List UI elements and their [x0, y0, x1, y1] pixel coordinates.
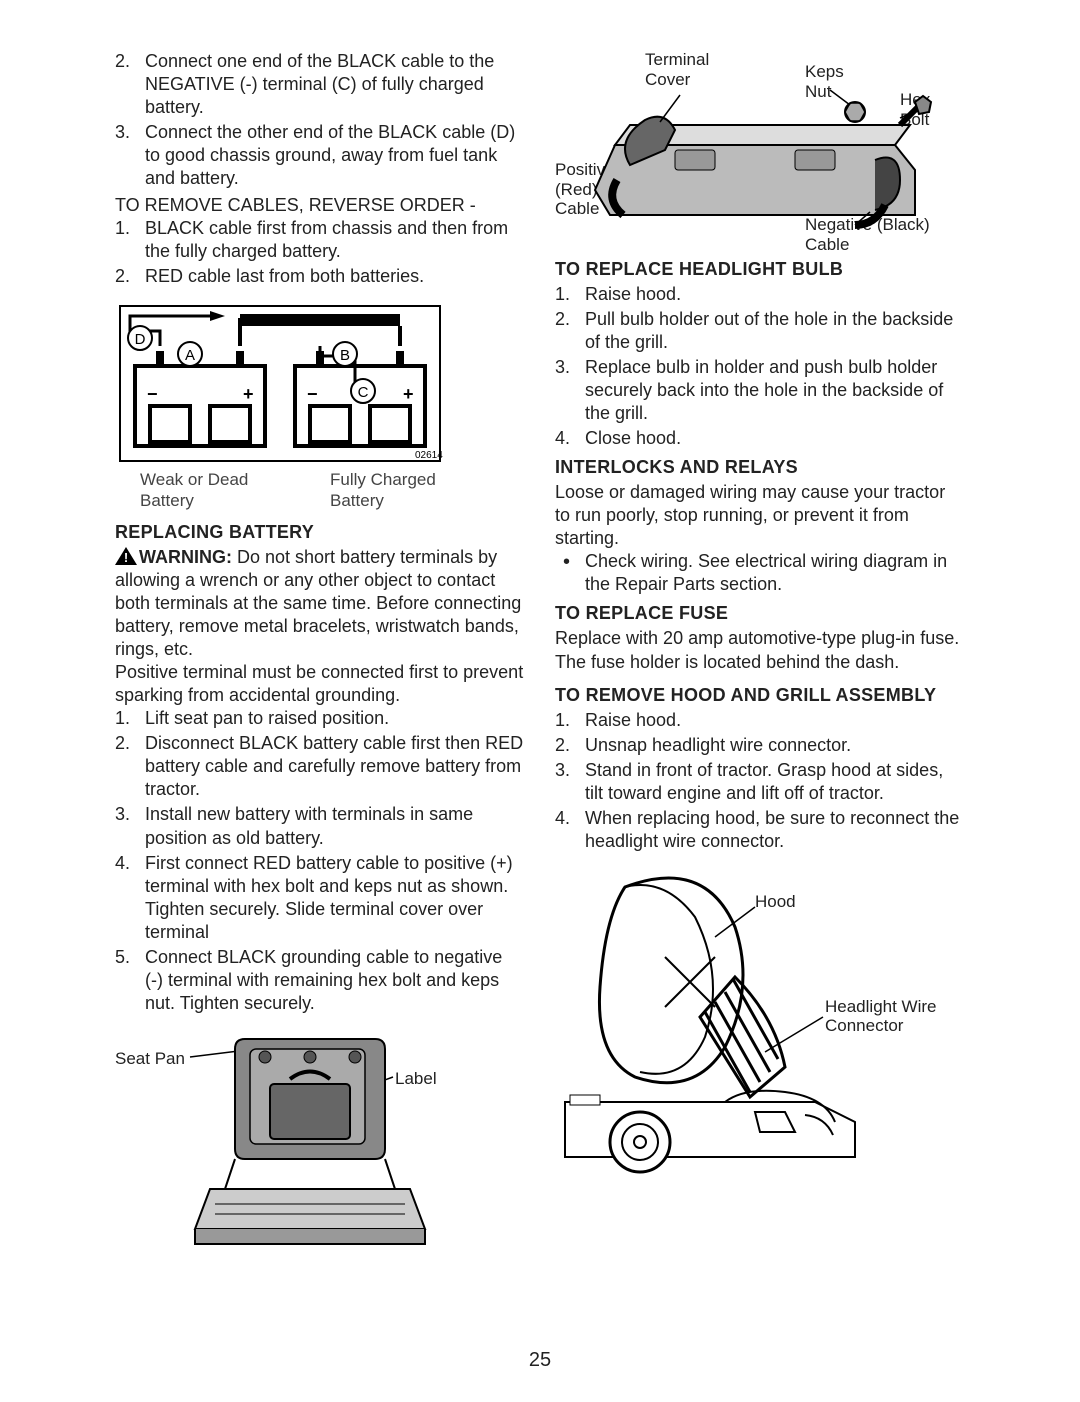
list-item: 2.Disconnect BLACK battery cable first t… — [145, 732, 525, 801]
interlocks-bullet-list: Check wiring. See electrical wiring diag… — [555, 550, 965, 596]
list-item: 3.Install new battery with terminals in … — [145, 803, 525, 849]
svg-text:−: − — [147, 384, 158, 404]
remove-heading: TO REMOVE CABLES, REVERSE ORDER - — [115, 194, 525, 217]
warning-label: WARNING: — [139, 547, 232, 567]
hood-label: Hood — [755, 892, 796, 912]
connector-label: Headlight WireConnector — [825, 997, 937, 1036]
battery-terminal-diagram: TerminalCover KepsNut HexBolt Positive(R… — [555, 50, 965, 250]
svg-text:D: D — [135, 331, 146, 348]
right-column: TerminalCover KepsNut HexBolt Positive(R… — [555, 50, 965, 1254]
battery-diagram-captions: Weak or DeadBattery Fully ChargedBattery — [115, 470, 525, 511]
list-item: 2.RED cable last from both batteries. — [145, 265, 525, 288]
caption-charged-battery: Fully ChargedBattery — [330, 470, 490, 511]
svg-text:A: A — [185, 347, 195, 364]
list-item: 3.Connect the other end of the BLACK cab… — [145, 121, 525, 190]
svg-text:+: + — [403, 384, 414, 404]
list-item: 5.Connect BLACK grounding cable to negat… — [145, 946, 525, 1015]
hood-title: TO REMOVE HOOD AND GRILL AS­SEMBLY — [555, 684, 965, 707]
caption-weak-battery: Weak or DeadBattery — [140, 470, 300, 511]
list-item: 2.Unsnap headlight wire connector. — [585, 734, 965, 757]
remove-cable-list: 1.BLACK cable first from chassis and the… — [115, 217, 525, 288]
interlocks-title: INTERLOCKS AND RELAYS — [555, 456, 965, 479]
svg-text:+: + — [243, 384, 254, 404]
hood-diagram: Hood Headlight WireConnector — [555, 867, 965, 1182]
headlight-title: TO REPLACE HEADLIGHT BULB — [555, 258, 965, 281]
battery-wiring-diagram: − + − + D A B C — [115, 296, 445, 466]
connect-cable-list: 2.Connect one end of the BLACK cable to … — [115, 50, 525, 190]
replace-battery-steps: 1.Lift seat pan to raised position. 2.Di… — [115, 707, 525, 1014]
seat-pan-label: Seat Pan — [115, 1049, 185, 1069]
seat-pan-diagram: Seat Pan Label — [115, 1029, 525, 1254]
list-item: 1.Raise hood. — [585, 709, 965, 732]
list-item: 2.Pull bulb holder out of the hole in th… — [585, 308, 965, 354]
warning-icon: ! — [115, 547, 137, 565]
list-item: 1.Lift seat pan to raised position. — [145, 707, 525, 730]
headlight-steps: 1.Raise hood. 2.Pull bulb holder out of … — [555, 283, 965, 450]
list-item: 3.Stand in front of tractor. Grasp hood … — [585, 759, 965, 805]
list-item: 1.Raise hood. — [585, 283, 965, 306]
svg-text:B: B — [340, 347, 350, 364]
page-number: 25 — [0, 1349, 1080, 1372]
svg-text:−: − — [307, 384, 318, 404]
svg-text:02614: 02614 — [415, 450, 443, 461]
list-item: 4.Close hood. — [585, 427, 965, 450]
label-callout: Label — [395, 1069, 437, 1089]
list-item: 4.First connect RED battery cable to pos… — [145, 852, 525, 944]
list-item: 4.When replacing hood, be sure to re­con… — [585, 807, 965, 853]
list-item: 1.BLACK cable first from chassis and the… — [145, 217, 525, 263]
svg-text:C: C — [358, 384, 369, 401]
list-item: 2.Connect one end of the BLACK cable to … — [145, 50, 525, 119]
fuse-text: Replace with 20 amp automotive-type plug… — [555, 627, 965, 673]
hood-steps: 1.Raise hood. 2.Unsnap headlight wire co… — [555, 709, 965, 853]
warning-paragraph: ! WARNING: Do not short battery terminal… — [115, 546, 525, 661]
positive-note: Positive terminal must be connected firs… — [115, 661, 525, 707]
interlocks-text: Loose or damaged wiring may cause your t… — [555, 481, 965, 550]
fuse-title: TO REPLACE FUSE — [555, 602, 965, 625]
list-item: 3.Replace bulb in holder and push bulb h… — [585, 356, 965, 425]
list-item: Check wiring. See electrical wiring diag… — [585, 550, 965, 596]
replacing-battery-title: REPLACING BATTERY — [115, 521, 525, 544]
left-column: 2.Connect one end of the BLACK cable to … — [115, 50, 525, 1254]
svg-text:!: ! — [124, 550, 128, 565]
